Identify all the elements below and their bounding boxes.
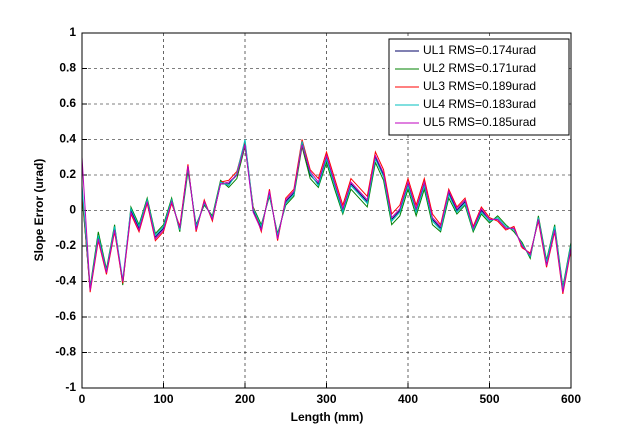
- y-tick-label: -0.4: [55, 274, 76, 288]
- y-tick-label: 0.4: [59, 132, 76, 146]
- x-tick-label: 200: [235, 392, 255, 406]
- y-tick-label: 0: [69, 203, 76, 217]
- axes-box: [81, 32, 572, 389]
- legend-label: UL1 RMS=0.174urad: [423, 43, 536, 57]
- y-tick-label: -0.8: [55, 345, 76, 359]
- series-line: [81, 146, 572, 287]
- x-tick-label: 100: [153, 392, 173, 406]
- legend-label: UL4 RMS=0.183urad: [423, 97, 536, 111]
- y-tick-label: 0.6: [59, 96, 76, 110]
- y-tick-label: -0.2: [55, 238, 76, 252]
- x-axis-label: Length (mm): [291, 410, 364, 424]
- series-line: [81, 144, 572, 293]
- legend-label: UL2 RMS=0.171urad: [423, 61, 536, 75]
- y-tick-label: 0.2: [59, 167, 76, 181]
- y-axis-label: Slope Error (urad): [32, 159, 46, 262]
- x-tick-label: 500: [479, 392, 499, 406]
- y-tick-label: 1: [69, 25, 76, 39]
- y-tick-label: -0.6: [55, 309, 76, 323]
- series-line: [81, 139, 572, 295]
- legend-label: UL5 RMS=0.185urad: [423, 115, 536, 129]
- legend: UL1 RMS=0.174urad UL2 RMS=0.171urad UL3 RM…: [388, 38, 570, 136]
- x-tick-label: 0: [79, 392, 86, 406]
- x-tick-label: 300: [316, 392, 336, 406]
- y-tick-label: -1: [65, 380, 76, 394]
- x-tick-label: 400: [398, 392, 418, 406]
- y-tick-label: 0.8: [59, 61, 76, 75]
- x-tick-label: 600: [561, 392, 581, 406]
- legend-label: UL3 RMS=0.189urad: [423, 79, 536, 93]
- series-line: [81, 139, 572, 289]
